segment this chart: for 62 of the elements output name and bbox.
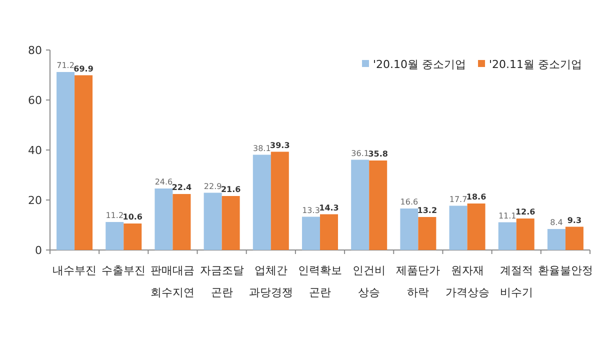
bar	[498, 222, 516, 250]
x-tick-label: 내수부진	[52, 264, 97, 277]
x-tick-label: 계절적 비수기	[500, 264, 533, 299]
x-tick-label: 인건비 상승	[352, 264, 386, 299]
legend-label: '20.11월 중소기업	[489, 58, 582, 71]
bar	[124, 224, 142, 250]
bar	[449, 206, 468, 250]
data-label: 22.9	[204, 182, 222, 191]
x-tick-label: 인력확보 곤란	[298, 264, 342, 299]
y-tick-label: 60	[28, 94, 42, 107]
y-tick-label: 80	[28, 44, 42, 57]
bar	[302, 216, 320, 250]
x-tick-label: 업체간 과당경쟁	[248, 264, 293, 299]
y-tick-label: 0	[35, 244, 42, 257]
data-label: 39.3	[270, 140, 290, 150]
data-label: 71.2	[56, 61, 74, 70]
data-label: 21.6	[220, 185, 242, 194]
x-tick-label: 환율불안정	[538, 264, 593, 277]
data-label: 10.6	[122, 212, 143, 222]
bar	[565, 226, 584, 250]
data-label: 8.4	[550, 218, 563, 227]
x-tick-label: 자금조달 곤란	[200, 264, 244, 299]
bar	[56, 72, 75, 250]
data-label: 14.3	[319, 203, 339, 212]
bar	[547, 229, 566, 250]
data-label: 11.1	[498, 211, 516, 220]
bar	[74, 75, 93, 250]
bar	[369, 160, 388, 250]
data-label: 17.7	[449, 194, 468, 204]
data-label: 11.2	[106, 211, 124, 220]
data-label: 9.3	[567, 216, 582, 225]
bar	[252, 154, 271, 250]
x-tick-label: 제품단가 하락	[396, 264, 440, 299]
data-label: 18.6	[466, 192, 487, 202]
data-label: 24.6	[154, 178, 173, 186]
x-tick-label: 원자재 가격상승	[445, 264, 490, 299]
data-label: 22.4	[172, 183, 192, 192]
data-label: 35.8	[368, 150, 388, 158]
legend-label: '20.10월 중소기업	[373, 58, 466, 71]
bar	[106, 222, 124, 250]
bar	[204, 192, 222, 250]
data-label: 16.6	[400, 198, 418, 206]
bar	[320, 214, 338, 250]
bar	[222, 196, 240, 250]
bar	[351, 160, 370, 250]
y-tick-label: 20	[28, 194, 42, 207]
bar	[172, 194, 191, 250]
data-label: 38.1	[253, 144, 271, 153]
bar	[400, 208, 418, 250]
data-label: 69.9	[74, 64, 94, 74]
bar	[467, 204, 486, 250]
x-tick-label: 판매대금 회수지연	[150, 264, 195, 299]
x-tick-label: 수출부진	[102, 264, 146, 277]
bar	[154, 188, 173, 250]
bar	[418, 217, 436, 250]
data-label: 13.2	[417, 206, 438, 215]
data-label: 12.6	[515, 208, 536, 216]
y-tick-label: 40	[28, 144, 42, 157]
data-label: 36.1	[351, 148, 369, 158]
data-label: 13.3	[302, 206, 320, 215]
bar	[270, 152, 289, 250]
bar	[516, 218, 534, 250]
